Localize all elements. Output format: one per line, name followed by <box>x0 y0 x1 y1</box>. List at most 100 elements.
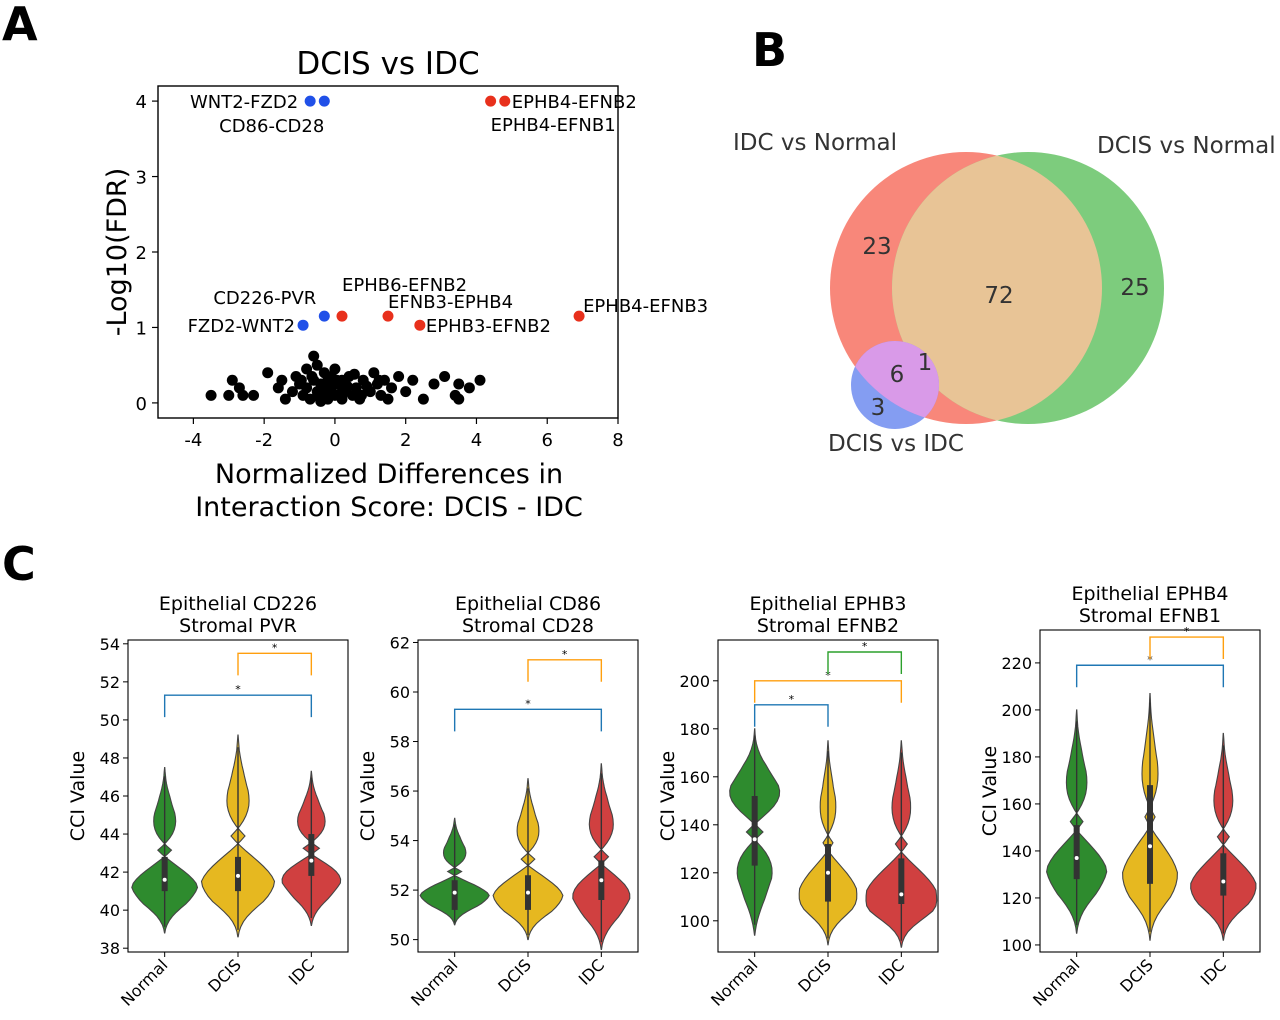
point-label: WNT2-FZD2 <box>190 92 298 113</box>
data-point <box>331 374 343 386</box>
data-point <box>329 363 341 375</box>
highlight-point <box>336 310 348 322</box>
violin-title: Epithelial EPHB3 <box>750 593 907 615</box>
highlight-point <box>573 310 585 322</box>
volcano-plot: DCIS vs IDC -4 -2 0 2 4 6 8 0 1 2 3 4 Normalized Diff… <box>102 46 708 523</box>
significance-star: * <box>1184 625 1190 638</box>
venn-count-all-three: 1 <box>918 350 933 376</box>
panel-label-b: B <box>752 23 787 77</box>
data-point <box>306 371 318 382</box>
y-tick-label: 40 <box>100 901 120 920</box>
x-tick-label: -4 <box>184 430 202 451</box>
point-label: EPHB4-EFNB2 <box>512 92 637 113</box>
y-tick-label: 120 <box>679 864 710 883</box>
data-point <box>317 380 329 392</box>
y-tick-label: 3 <box>136 168 147 189</box>
violin-median <box>1148 844 1152 849</box>
x-tick-label: IDC <box>575 955 608 988</box>
violin-title: Stromal CD28 <box>462 615 594 637</box>
x-tick-label: 2 <box>400 430 411 451</box>
significance-star: * <box>562 648 568 661</box>
point-label: EPHB4-EFNB1 <box>491 115 616 136</box>
highlight-point <box>414 319 426 331</box>
violin-title: Epithelial EPHB4 <box>1072 583 1229 605</box>
y-tick-label: 46 <box>100 787 120 806</box>
y-axis-label: CCI Value <box>67 751 89 841</box>
point-label: EPHB4-EFNB3 <box>583 296 708 317</box>
data-point <box>308 350 320 362</box>
y-tick-label: 52 <box>390 881 410 900</box>
point-label: CD86-CD28 <box>219 116 324 137</box>
data-point <box>295 374 307 386</box>
venn-diagram: IDC vs Normal DCIS vs Normal DCIS vs IDC… <box>733 130 1276 457</box>
y-tick-label: 1 <box>136 318 147 339</box>
data-point <box>226 374 238 386</box>
y-tick-label: 56 <box>390 782 410 801</box>
data-point <box>453 378 465 390</box>
y-tick-label: 160 <box>1001 795 1032 814</box>
significance-bracket <box>237 652 313 676</box>
plot-frame <box>417 639 639 953</box>
violin-iqr-box <box>1073 825 1080 880</box>
venn-count-dcis-only: 25 <box>1120 275 1149 301</box>
violin-iqr-box <box>161 856 168 892</box>
x-axis-label: Interaction Score: DCIS - IDC <box>195 492 583 523</box>
data-point <box>205 389 217 401</box>
data-point <box>279 393 291 405</box>
plot-frame <box>1039 629 1261 953</box>
significance-star: * <box>862 640 868 653</box>
highlight-point <box>485 95 497 107</box>
data-point <box>304 393 316 405</box>
significance-star: * <box>235 683 241 696</box>
y-axis-label: CCI Value <box>657 751 679 841</box>
y-tick-label: 4 <box>136 92 147 113</box>
y-tick-label: 100 <box>679 912 710 931</box>
data-point <box>439 371 451 382</box>
plot-frame <box>717 639 939 953</box>
data-point <box>248 389 260 401</box>
significance-star: * <box>1147 653 1153 666</box>
y-tick-label: 44 <box>100 825 120 844</box>
y-axis-label: CCI Value <box>979 746 1001 836</box>
x-tick-label: Normal <box>407 955 461 1009</box>
data-point <box>361 380 373 392</box>
x-tick-label: DCIS <box>1116 955 1157 996</box>
volcano-title: DCIS vs IDC <box>296 46 479 82</box>
venn-set-label-dcis-vs-normal: DCIS vs Normal <box>1097 133 1276 159</box>
x-tick-label: DCIS <box>494 955 535 996</box>
data-point <box>237 389 249 401</box>
significance-bracket <box>1075 664 1225 688</box>
significance-bracket <box>827 651 903 674</box>
violin-median <box>162 877 167 882</box>
data-point <box>428 378 440 390</box>
y-tick-label: 160 <box>679 768 710 787</box>
violin-median <box>452 890 457 895</box>
highlight-point <box>318 310 330 322</box>
data-point <box>463 382 475 394</box>
y-tick-label: 140 <box>1001 842 1032 861</box>
data-point <box>453 393 465 405</box>
x-axis-label: Normalized Differences in <box>215 459 563 490</box>
point-label: FZD2-WNT2 <box>188 316 295 337</box>
x-tick-label: IDC <box>1197 955 1230 988</box>
significance-bracket <box>163 694 313 718</box>
violin-median <box>752 837 757 842</box>
violin-title: Stromal PVR <box>179 615 297 637</box>
y-tick-label: 0 <box>136 394 147 415</box>
venn-count-idc-dcis: 72 <box>984 283 1013 309</box>
y-tick-label: 140 <box>679 816 710 835</box>
venn-set-label-idc-vs-normal: IDC vs Normal <box>733 130 897 156</box>
data-point <box>276 374 288 386</box>
x-tick-label: Normal <box>707 955 761 1009</box>
point-label: EFNB3-EPHB4 <box>388 292 513 313</box>
data-point <box>286 386 298 398</box>
data-point <box>324 389 336 401</box>
violin-iqr-box <box>1147 785 1153 884</box>
x-tick-label: -2 <box>255 430 273 451</box>
y-tick-label: 48 <box>100 749 120 768</box>
significance-star: * <box>525 697 531 710</box>
data-point <box>334 388 346 400</box>
